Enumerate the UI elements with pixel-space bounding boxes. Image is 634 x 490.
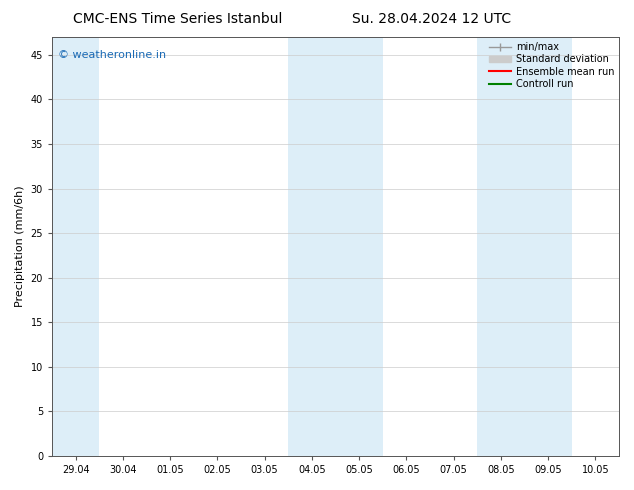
Text: © weatheronline.in: © weatheronline.in: [58, 49, 166, 60]
Bar: [288, 37, 383, 456]
Bar: [52, 37, 100, 456]
Legend: min/max, Standard deviation, Ensemble mean run, Controll run: min/max, Standard deviation, Ensemble me…: [489, 42, 614, 89]
Text: Su. 28.04.2024 12 UTC: Su. 28.04.2024 12 UTC: [352, 12, 510, 26]
Text: CMC-ENS Time Series Istanbul: CMC-ENS Time Series Istanbul: [73, 12, 282, 26]
Y-axis label: Precipitation (mm/6h): Precipitation (mm/6h): [15, 186, 25, 307]
Bar: [477, 37, 572, 456]
